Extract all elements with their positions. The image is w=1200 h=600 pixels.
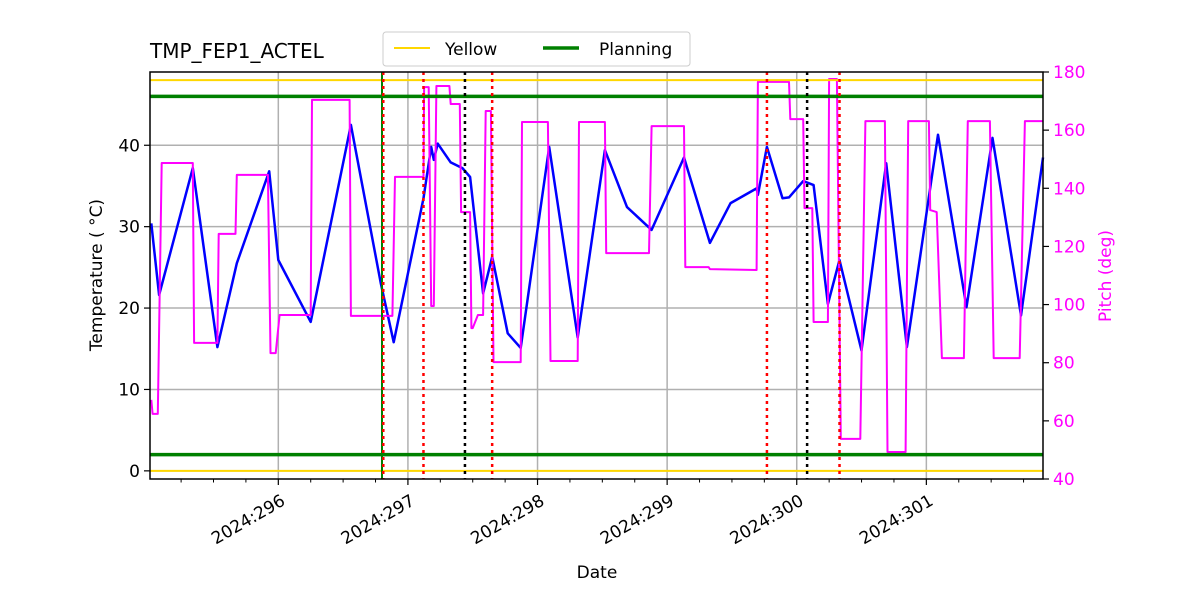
y-tick-label: 30 bbox=[118, 218, 140, 238]
x-tick-label: 2024:300 bbox=[727, 491, 808, 549]
y-tick-label: 10 bbox=[118, 380, 140, 400]
plot-frame bbox=[149, 71, 1044, 480]
legend: Yellow Planning bbox=[382, 31, 691, 67]
x-tick-label: 2024:297 bbox=[338, 491, 419, 549]
legend-label-planning: Planning bbox=[599, 40, 672, 60]
x-axis-label: Date bbox=[577, 563, 618, 583]
y2-tick-label: 80 bbox=[1053, 354, 1075, 374]
legend-label-yellow: Yellow bbox=[444, 40, 497, 60]
y2-tick-label: 140 bbox=[1053, 179, 1085, 199]
pitch-line bbox=[150, 78, 1043, 453]
y-tick-label: 20 bbox=[118, 299, 140, 319]
x-tick-label: 2024:298 bbox=[467, 491, 548, 549]
chart-title: TMP_FEP1_ACTEL bbox=[149, 39, 325, 63]
series-layer bbox=[150, 78, 1045, 453]
y-axis-label: Temperature ( °C) bbox=[87, 199, 107, 352]
y2-tick-label: 180 bbox=[1053, 63, 1085, 83]
y2-tick-label: 120 bbox=[1053, 237, 1085, 257]
y-tick-label: 40 bbox=[118, 136, 140, 156]
y2-tick-label: 40 bbox=[1053, 470, 1075, 490]
x-tick-label: 2024:296 bbox=[208, 491, 289, 549]
y2-tick-label: 100 bbox=[1053, 296, 1085, 316]
x-tick-label: 2024:299 bbox=[597, 491, 678, 549]
y-tick-label: 0 bbox=[129, 462, 140, 482]
temperature-line bbox=[150, 123, 1045, 352]
y2-axis-label: Pitch (deg) bbox=[1096, 230, 1116, 322]
x-tick-label: 2024:301 bbox=[856, 491, 937, 549]
legend-box bbox=[382, 31, 691, 67]
y2-tick-label: 160 bbox=[1053, 121, 1085, 141]
y2-tick-label: 60 bbox=[1053, 412, 1075, 432]
reference-lines bbox=[150, 72, 1043, 479]
grid bbox=[150, 72, 1043, 479]
